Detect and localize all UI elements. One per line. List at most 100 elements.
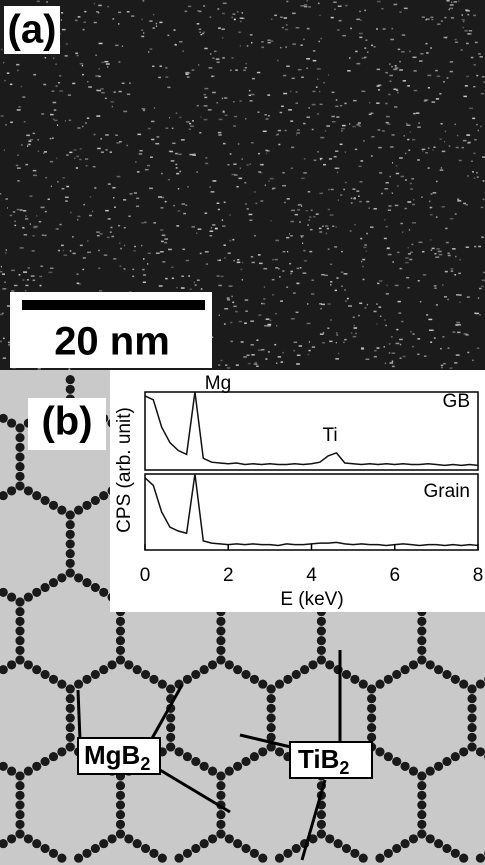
speck xyxy=(48,199,50,201)
speck xyxy=(188,275,190,277)
speck xyxy=(463,140,467,142)
speck xyxy=(3,338,5,340)
speck xyxy=(359,11,360,13)
speck xyxy=(356,19,360,21)
atom xyxy=(275,680,284,689)
speck xyxy=(87,252,91,254)
speck xyxy=(267,39,270,41)
speck xyxy=(354,224,355,226)
speck xyxy=(432,248,435,250)
speck xyxy=(181,287,185,289)
speck xyxy=(392,361,393,363)
speck xyxy=(165,67,167,69)
atom xyxy=(292,844,301,853)
atom xyxy=(267,723,276,732)
speck xyxy=(83,204,84,206)
atom xyxy=(375,854,384,863)
atom xyxy=(16,607,25,616)
speck xyxy=(24,121,26,123)
speck xyxy=(250,320,254,322)
speck xyxy=(243,70,246,72)
speck xyxy=(323,164,326,166)
speck xyxy=(457,332,460,334)
speck xyxy=(443,81,444,83)
speck xyxy=(83,29,85,31)
speck xyxy=(247,164,249,166)
speck xyxy=(69,120,71,122)
speck xyxy=(17,209,20,211)
speck xyxy=(182,249,185,251)
speck xyxy=(195,284,197,286)
atom xyxy=(409,834,418,843)
speck xyxy=(373,311,376,313)
atom xyxy=(66,704,75,713)
atom xyxy=(342,844,351,853)
speck xyxy=(17,167,21,169)
speck xyxy=(245,203,247,205)
speck xyxy=(308,191,311,193)
speck xyxy=(131,15,134,17)
speck xyxy=(449,145,451,147)
speck xyxy=(474,139,477,141)
speck xyxy=(57,181,58,183)
speck xyxy=(111,227,113,229)
atom xyxy=(166,723,175,732)
speck xyxy=(159,22,162,24)
speck xyxy=(329,158,332,160)
speck xyxy=(340,144,343,146)
speck xyxy=(481,207,484,209)
speck xyxy=(62,177,65,179)
speck xyxy=(211,227,212,229)
speck xyxy=(106,63,110,65)
atom xyxy=(216,810,225,819)
speck xyxy=(392,261,394,263)
speck xyxy=(434,287,436,289)
speck xyxy=(312,104,316,106)
speck xyxy=(51,186,52,188)
speck xyxy=(366,233,368,235)
speck xyxy=(276,362,277,364)
speck xyxy=(169,117,170,119)
speck xyxy=(413,113,415,115)
speck xyxy=(296,134,297,136)
atom xyxy=(124,660,133,669)
legend-label: Grain xyxy=(424,481,470,502)
speck xyxy=(418,242,422,244)
speck xyxy=(461,49,463,51)
speck xyxy=(200,253,202,255)
speck xyxy=(164,238,168,240)
speck xyxy=(68,94,71,96)
speck xyxy=(59,75,61,77)
speck xyxy=(209,67,213,69)
speck xyxy=(400,268,402,270)
speck xyxy=(376,303,378,305)
atom xyxy=(216,617,225,626)
atom xyxy=(208,660,217,669)
atom xyxy=(367,685,376,694)
speck xyxy=(189,123,191,125)
speck xyxy=(431,19,433,21)
atom xyxy=(24,767,33,776)
atom xyxy=(468,733,477,742)
speck xyxy=(268,351,270,353)
figure: (a) 20 nm MgB2 TiB2 (b) GBGrain02468E (k… xyxy=(0,0,485,865)
speck xyxy=(296,312,299,314)
speck xyxy=(31,275,35,277)
speck xyxy=(4,282,5,284)
speck xyxy=(308,219,310,221)
atom xyxy=(183,849,192,858)
speck xyxy=(2,273,5,275)
speck xyxy=(426,52,428,54)
speck xyxy=(303,250,305,252)
speck xyxy=(361,91,365,93)
atom xyxy=(417,820,426,829)
speck xyxy=(366,251,367,253)
speck xyxy=(251,142,253,144)
speck xyxy=(290,120,293,122)
speck xyxy=(231,57,233,59)
speck xyxy=(245,67,247,69)
speck xyxy=(285,130,287,132)
speck xyxy=(191,226,195,228)
speck xyxy=(127,11,130,13)
speck xyxy=(478,246,481,248)
